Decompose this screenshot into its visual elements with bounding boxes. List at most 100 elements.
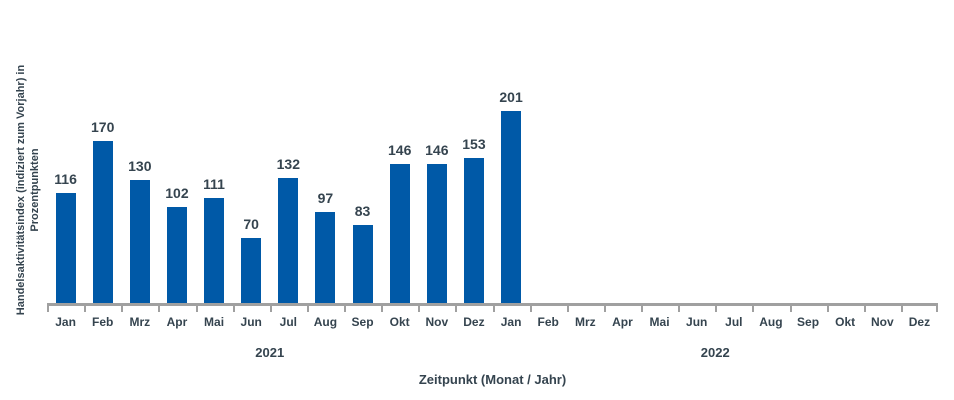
bar-value-label: 130	[128, 158, 152, 174]
axis-tick	[381, 303, 384, 312]
axis-tick	[306, 303, 309, 312]
bar	[278, 178, 299, 306]
category-cell: 97	[307, 0, 344, 306]
x-tick-labels: Jan Feb Mrz Apr Mai Jun Jul Aug Sep Okt Nov Dez Jan F…	[47, 315, 938, 329]
bar	[352, 225, 373, 306]
x-tick-label: Nov	[425, 315, 449, 329]
bar	[204, 198, 225, 306]
category-cell: 153	[455, 0, 492, 306]
axis-tick	[715, 303, 718, 312]
year-label: 2022	[700, 345, 730, 360]
year-labels: 2021 2022	[47, 345, 938, 360]
bar	[315, 212, 336, 306]
axis-tick	[195, 303, 198, 312]
bar	[426, 164, 447, 306]
bar	[463, 158, 484, 306]
category-cell: 201	[493, 0, 530, 306]
x-tick-label: Dez	[908, 315, 931, 329]
category-cell	[678, 0, 715, 304]
x-tick-label: Mai	[649, 315, 670, 329]
axis-tick	[789, 303, 792, 312]
bar-value-label: 116	[54, 171, 77, 187]
x-tick-label: Dez	[463, 315, 485, 329]
x-tick-label: Nov	[870, 315, 894, 329]
y-axis-title: Handelsaktivitätsindex (indiziert zum Vo…	[14, 65, 42, 315]
axis-tick	[47, 303, 49, 312]
bar-value-label: 153	[462, 136, 486, 152]
x-axis-title: Zeitpunkt (Monat / Jahr)	[418, 372, 567, 387]
x-tick-label: Mai	[204, 315, 225, 329]
axis-tick	[603, 303, 606, 312]
category-cell: 146	[381, 0, 418, 306]
category-cell	[827, 0, 864, 304]
axis-tick	[269, 303, 272, 312]
x-tick-label: Okt	[835, 315, 856, 329]
x-tick-label: Apr	[166, 315, 188, 329]
category-cell	[715, 0, 752, 304]
x-tick-label: Sep	[797, 315, 820, 329]
bar-value-label: 201	[499, 89, 523, 105]
bar-value-label: 83	[354, 203, 371, 219]
category-cell	[864, 0, 901, 304]
axis-tick	[529, 303, 532, 312]
x-tick-label: Okt	[389, 315, 410, 329]
category-cell	[901, 0, 938, 304]
y-axis-title-line1: Handelsaktivitätsindex (indiziert zum Vo…	[15, 64, 27, 316]
axis-tick	[492, 303, 495, 312]
bar	[55, 193, 76, 306]
year-label: 2021	[255, 345, 285, 360]
axis-tick	[936, 303, 938, 312]
axis-tick	[826, 303, 829, 312]
bar-value-label: 146	[425, 142, 449, 158]
bar-value-label: 111	[203, 176, 225, 192]
category-cell: 130	[121, 0, 158, 306]
category-cell: 146	[418, 0, 455, 306]
x-tick-label: Jan	[500, 315, 522, 329]
x-tick-label: Feb	[92, 315, 114, 329]
axis-tick	[863, 303, 866, 312]
x-tick-label: Jun	[686, 315, 708, 329]
bar-value-label: 97	[317, 190, 334, 206]
category-cell: 70	[233, 0, 270, 306]
axis-tick	[752, 303, 755, 312]
bar-value-label: 132	[276, 156, 300, 172]
x-tick-label: Jul	[725, 315, 743, 329]
bar	[241, 238, 262, 306]
bar-value-label: 70	[243, 216, 259, 232]
category-cell: 170	[84, 0, 121, 306]
bar-value-label: 102	[165, 185, 189, 201]
bar-value-label: 170	[91, 119, 115, 135]
category-cell: 83	[344, 0, 381, 306]
axis-tick	[158, 303, 161, 312]
x-tick-label: Jun	[240, 315, 262, 329]
axis-tick	[232, 303, 235, 312]
axis-tick	[566, 303, 569, 312]
axis-tick	[418, 303, 421, 312]
axis-tick	[84, 303, 87, 312]
x-tick-label: Sep	[351, 315, 374, 329]
x-tick-label: Feb	[537, 315, 559, 329]
axis-tick	[455, 303, 458, 312]
axis-tick	[641, 303, 643, 312]
axis-tick	[121, 303, 124, 312]
category-cell	[530, 0, 567, 304]
category-cell: 102	[158, 0, 195, 306]
x-tick-label: Mrz	[129, 315, 151, 329]
category-cell	[641, 0, 678, 304]
x-tick-label: Mrz	[574, 315, 596, 329]
bar	[92, 141, 113, 306]
category-cell	[567, 0, 604, 304]
bar-value-label: 146	[388, 142, 412, 158]
bar	[129, 180, 150, 306]
x-tick-label: Aug	[313, 315, 338, 329]
category-cell: 111	[196, 0, 233, 306]
category-cell	[790, 0, 827, 304]
y-axis-title-line2: Prozentpunkten	[29, 148, 41, 232]
category-cell	[752, 0, 789, 304]
plot-area: 116 170 130 102 111 70 132 97 83 146 146 153 201	[47, 0, 938, 306]
axis-tick	[678, 303, 681, 312]
x-tick-label: Apr	[612, 315, 633, 329]
axis-tick	[344, 303, 346, 312]
category-cell: 132	[270, 0, 307, 306]
bar	[166, 207, 187, 306]
